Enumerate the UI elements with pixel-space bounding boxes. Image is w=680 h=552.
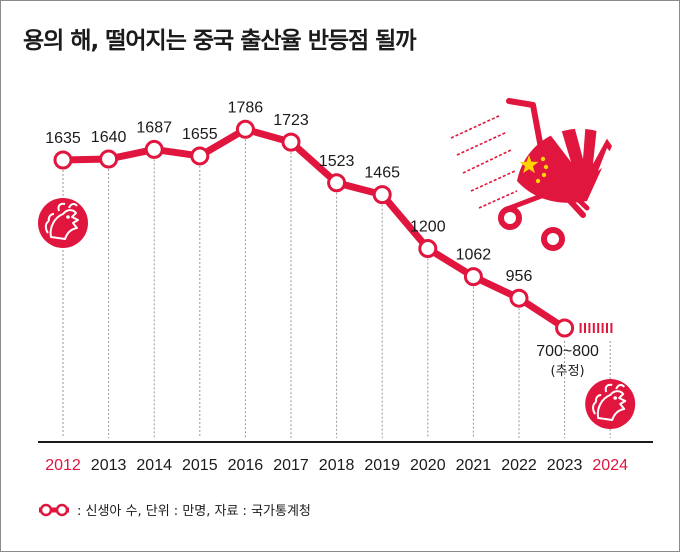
point-2019 — [372, 185, 392, 205]
point-2020 — [418, 239, 438, 259]
x-tick-2019: 2019 — [364, 457, 400, 474]
x-tick-2015: 2015 — [182, 457, 218, 474]
point-2016 — [235, 119, 255, 139]
x-tick-2022: 2022 — [501, 457, 537, 474]
projection-hatch — [579, 323, 613, 333]
point-2012 — [53, 150, 73, 170]
series-line-group: 1635 1640 1687 1655 1786 1723 1523 1465 1200 1062… — [45, 99, 613, 379]
point-2015 — [190, 146, 210, 166]
value-label-2018: 1523 — [319, 153, 355, 170]
legend-label: : 신생아 수, 단위 : 만명, 자료 : 국가통계청 — [77, 504, 311, 519]
legend: : 신생아 수, 단위 : 만명, 자료 : 국가통계청 — [37, 500, 311, 519]
point-2014 — [144, 139, 164, 159]
point-2013 — [99, 149, 119, 169]
value-label-2016: 1786 — [228, 99, 264, 116]
chart-title: 용의 해, 떨어지는 중국 출산율 반등점 될까 — [23, 28, 417, 54]
x-tick-2017: 2017 — [273, 457, 309, 474]
value-label-2020: 1200 — [410, 219, 446, 236]
x-tick-2014: 2014 — [136, 457, 172, 474]
dragon-badges — [38, 198, 636, 429]
x-tick-2024: 2024 — [592, 457, 628, 474]
legend-swatch — [39, 503, 69, 516]
x-tick-2018: 2018 — [319, 457, 355, 474]
point-2018 — [327, 173, 347, 193]
value-label-2015: 1655 — [182, 126, 218, 143]
point-2021 — [463, 267, 483, 287]
speed-lines — [450, 114, 518, 209]
x-tick-2021: 2021 — [456, 457, 492, 474]
estimate-note: (추정) — [551, 364, 585, 379]
dragon-icon-2012 — [38, 198, 88, 248]
value-label-2014: 1687 — [136, 119, 172, 136]
series-line — [59, 125, 569, 332]
x-tick-2020: 2020 — [410, 457, 446, 474]
x-tick-2016: 2016 — [228, 457, 264, 474]
value-label-2013: 1640 — [91, 129, 127, 146]
x-tick-2012: 2012 — [45, 457, 81, 474]
value-label-2021: 1062 — [456, 247, 492, 264]
estimate-label: 700~800 — [536, 343, 599, 360]
point-2022 — [509, 288, 529, 308]
x-tick-2013: 2013 — [91, 457, 127, 474]
baby-stroller-icon — [450, 98, 615, 251]
point-2023-estimate — [555, 318, 575, 338]
point-2017 — [281, 132, 301, 152]
dragon-icon-2024 — [585, 379, 636, 429]
value-label-2012: 1635 — [45, 130, 81, 147]
x-tick-labels: 2012 2013 2014 2015 2016 2017 2018 2019 2020 2021… — [45, 457, 628, 474]
china-flag-icon — [519, 155, 549, 184]
value-label-2022: 956 — [506, 268, 533, 285]
value-label-2017: 1723 — [273, 112, 309, 129]
x-tick-2023: 2023 — [547, 457, 583, 474]
value-label-2019: 1465 — [364, 165, 400, 182]
